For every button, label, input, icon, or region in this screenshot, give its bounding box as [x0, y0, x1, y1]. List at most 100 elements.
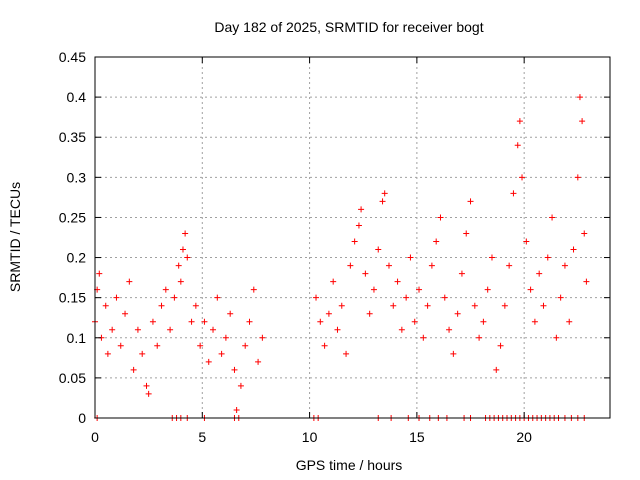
data-point — [321, 342, 328, 349]
x-axis-label: GPS time / hours — [296, 457, 403, 473]
data-point — [179, 246, 186, 253]
data-point — [583, 278, 590, 285]
data-point — [197, 342, 204, 349]
data-point — [227, 310, 234, 317]
data-point — [167, 326, 174, 333]
data-point — [134, 326, 141, 333]
y-tick-label: 0.3 — [67, 169, 87, 185]
data-point — [259, 334, 266, 341]
data-point — [506, 262, 513, 269]
data-point — [192, 302, 199, 309]
data-point — [467, 198, 474, 205]
data-point — [566, 318, 573, 325]
data-point — [381, 190, 388, 197]
data-point — [358, 206, 365, 213]
data-point — [205, 358, 212, 365]
data-point — [411, 318, 418, 325]
x-tick-label: 10 — [302, 429, 318, 445]
data-point — [184, 254, 191, 261]
data-point — [338, 302, 345, 309]
data-point — [139, 350, 146, 357]
data-point — [574, 174, 581, 181]
data-point — [514, 142, 521, 149]
data-point — [450, 350, 457, 357]
data-point — [218, 350, 225, 357]
data-point — [390, 302, 397, 309]
y-axis-ticks: 0 0.05 0.1 0.15 0.2 0.25 0.3 0.35 0.4 0.45 — [59, 49, 610, 426]
data-point — [536, 270, 543, 277]
data-point — [540, 302, 547, 309]
data-point — [177, 278, 184, 285]
y-tick-label: 0.15 — [59, 290, 86, 306]
data-point — [351, 238, 358, 245]
y-tick-label: 0.2 — [67, 250, 87, 266]
data-point — [96, 270, 103, 277]
data-point — [519, 174, 526, 181]
data-point — [581, 230, 588, 237]
data-point — [231, 366, 238, 373]
data-point — [544, 254, 551, 261]
x-tick-label: 20 — [516, 429, 532, 445]
data-point — [570, 246, 577, 253]
x-axis-ticks: 0 5 10 15 20 — [91, 57, 532, 445]
data-point — [433, 238, 440, 245]
data-point — [255, 358, 262, 365]
x-tick-label: 15 — [409, 429, 425, 445]
data-point — [149, 318, 156, 325]
data-point — [394, 278, 401, 285]
data-point — [370, 286, 377, 293]
data-point — [446, 326, 453, 333]
data-point — [516, 118, 523, 125]
data-point — [471, 302, 478, 309]
data-point — [233, 406, 240, 413]
data-point — [458, 270, 465, 277]
data-point — [407, 254, 414, 261]
y-tick-label: 0.35 — [59, 129, 86, 145]
data-point — [145, 390, 152, 397]
data-point — [104, 350, 111, 357]
data-point — [343, 350, 350, 357]
data-point — [398, 326, 405, 333]
data-point — [493, 366, 500, 373]
data-point — [403, 294, 410, 301]
x-tick-label: 0 — [91, 429, 99, 445]
data-point — [210, 326, 217, 333]
data-point — [497, 342, 504, 349]
data-point — [385, 262, 392, 269]
data-point — [214, 294, 221, 301]
data-point — [242, 342, 249, 349]
data-point — [246, 318, 253, 325]
data-point — [102, 302, 109, 309]
plot-frame — [94, 56, 611, 419]
data-point — [480, 318, 487, 325]
y-axis-label: SRMTID / TECUs — [7, 182, 23, 292]
data-point — [441, 294, 448, 301]
data-point — [437, 214, 444, 221]
y-tick-label: 0.45 — [59, 49, 86, 65]
data-point — [579, 118, 586, 125]
data-point — [188, 318, 195, 325]
data-point — [362, 270, 369, 277]
data-point — [501, 302, 508, 309]
data-point — [375, 246, 382, 253]
data-point — [488, 254, 495, 261]
data-point — [175, 262, 182, 269]
data-point — [463, 230, 470, 237]
y-tick-label: 0.1 — [67, 330, 87, 346]
data-point — [154, 342, 161, 349]
data-point — [527, 286, 534, 293]
data-point — [576, 94, 583, 101]
y-tick-label: 0 — [78, 410, 86, 426]
data-point — [454, 310, 461, 317]
data-point — [428, 262, 435, 269]
data-point — [531, 318, 538, 325]
data-point — [561, 262, 568, 269]
data-point — [222, 334, 229, 341]
data-point — [126, 278, 133, 285]
data-point — [476, 334, 483, 341]
data-point — [113, 294, 120, 301]
data-point — [201, 318, 208, 325]
data-point — [325, 310, 332, 317]
chart-title: Day 182 of 2025, SRMTID for receiver bog… — [214, 19, 483, 35]
